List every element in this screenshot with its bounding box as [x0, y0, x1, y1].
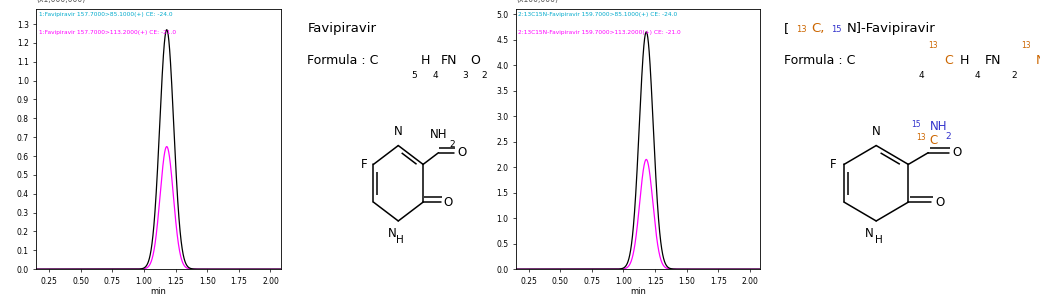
- Text: FN: FN: [441, 54, 458, 68]
- Text: 4: 4: [918, 71, 924, 80]
- Text: F: F: [830, 158, 837, 171]
- Text: 15: 15: [911, 120, 920, 129]
- Text: N]-Favipiravir: N]-Favipiravir: [847, 22, 936, 35]
- Text: 2: 2: [449, 140, 454, 149]
- Text: H: H: [396, 235, 405, 245]
- Text: O: O: [458, 146, 467, 159]
- Text: N: N: [394, 125, 402, 138]
- Text: 3: 3: [463, 71, 468, 80]
- Text: 2: 2: [945, 132, 951, 141]
- Text: C: C: [930, 134, 938, 147]
- Text: 2:13C15N-Favipiravir 159.7000>113.2000(+) CE: -21.0: 2:13C15N-Favipiravir 159.7000>113.2000(+…: [518, 30, 681, 35]
- Text: Formula : C: Formula : C: [308, 54, 379, 68]
- Text: F: F: [361, 158, 368, 171]
- Text: 5: 5: [411, 71, 417, 80]
- Text: (x100,000): (x100,000): [516, 0, 557, 4]
- Text: 2:13C15N-Favipiravir 159.7000>85.1000(+) CE: -24.0: 2:13C15N-Favipiravir 159.7000>85.1000(+)…: [518, 12, 678, 16]
- Text: O: O: [444, 196, 453, 209]
- Text: N: N: [388, 228, 396, 240]
- Text: NH: NH: [930, 120, 947, 133]
- Text: [: [: [784, 22, 789, 35]
- Text: 1:Favipiravir 157.7000>113.2000(+) CE: -21.0: 1:Favipiravir 157.7000>113.2000(+) CE: -…: [38, 30, 176, 35]
- Text: N: N: [872, 125, 881, 138]
- Text: C: C: [944, 54, 953, 68]
- Text: Formula : C: Formula : C: [784, 54, 856, 68]
- Text: O: O: [470, 54, 479, 68]
- Text: 4: 4: [433, 71, 439, 80]
- Text: 13: 13: [929, 41, 938, 50]
- Text: NH: NH: [430, 128, 447, 141]
- Text: Favipiravir: Favipiravir: [308, 22, 376, 35]
- Text: 13: 13: [916, 133, 926, 142]
- Text: 1:Favipiravir 157.7000>85.1000(+) CE: -24.0: 1:Favipiravir 157.7000>85.1000(+) CE: -2…: [38, 12, 173, 16]
- Text: H: H: [875, 235, 883, 245]
- Text: 13: 13: [1020, 41, 1031, 50]
- Text: N: N: [1036, 54, 1040, 68]
- Text: 15: 15: [831, 25, 842, 33]
- Text: O: O: [935, 196, 944, 209]
- Text: FN: FN: [985, 54, 1002, 68]
- Text: H: H: [421, 54, 431, 68]
- Text: C,: C,: [811, 22, 825, 35]
- X-axis label: min: min: [151, 287, 166, 296]
- Text: 2: 2: [1012, 71, 1017, 80]
- X-axis label: min: min: [630, 287, 646, 296]
- Text: (x1,000,000): (x1,000,000): [36, 0, 85, 4]
- Text: 2: 2: [480, 71, 487, 80]
- Text: O: O: [953, 146, 962, 159]
- Text: N: N: [865, 228, 874, 240]
- Text: 4: 4: [974, 71, 981, 80]
- Text: H: H: [959, 54, 968, 68]
- Text: 13: 13: [796, 25, 806, 33]
